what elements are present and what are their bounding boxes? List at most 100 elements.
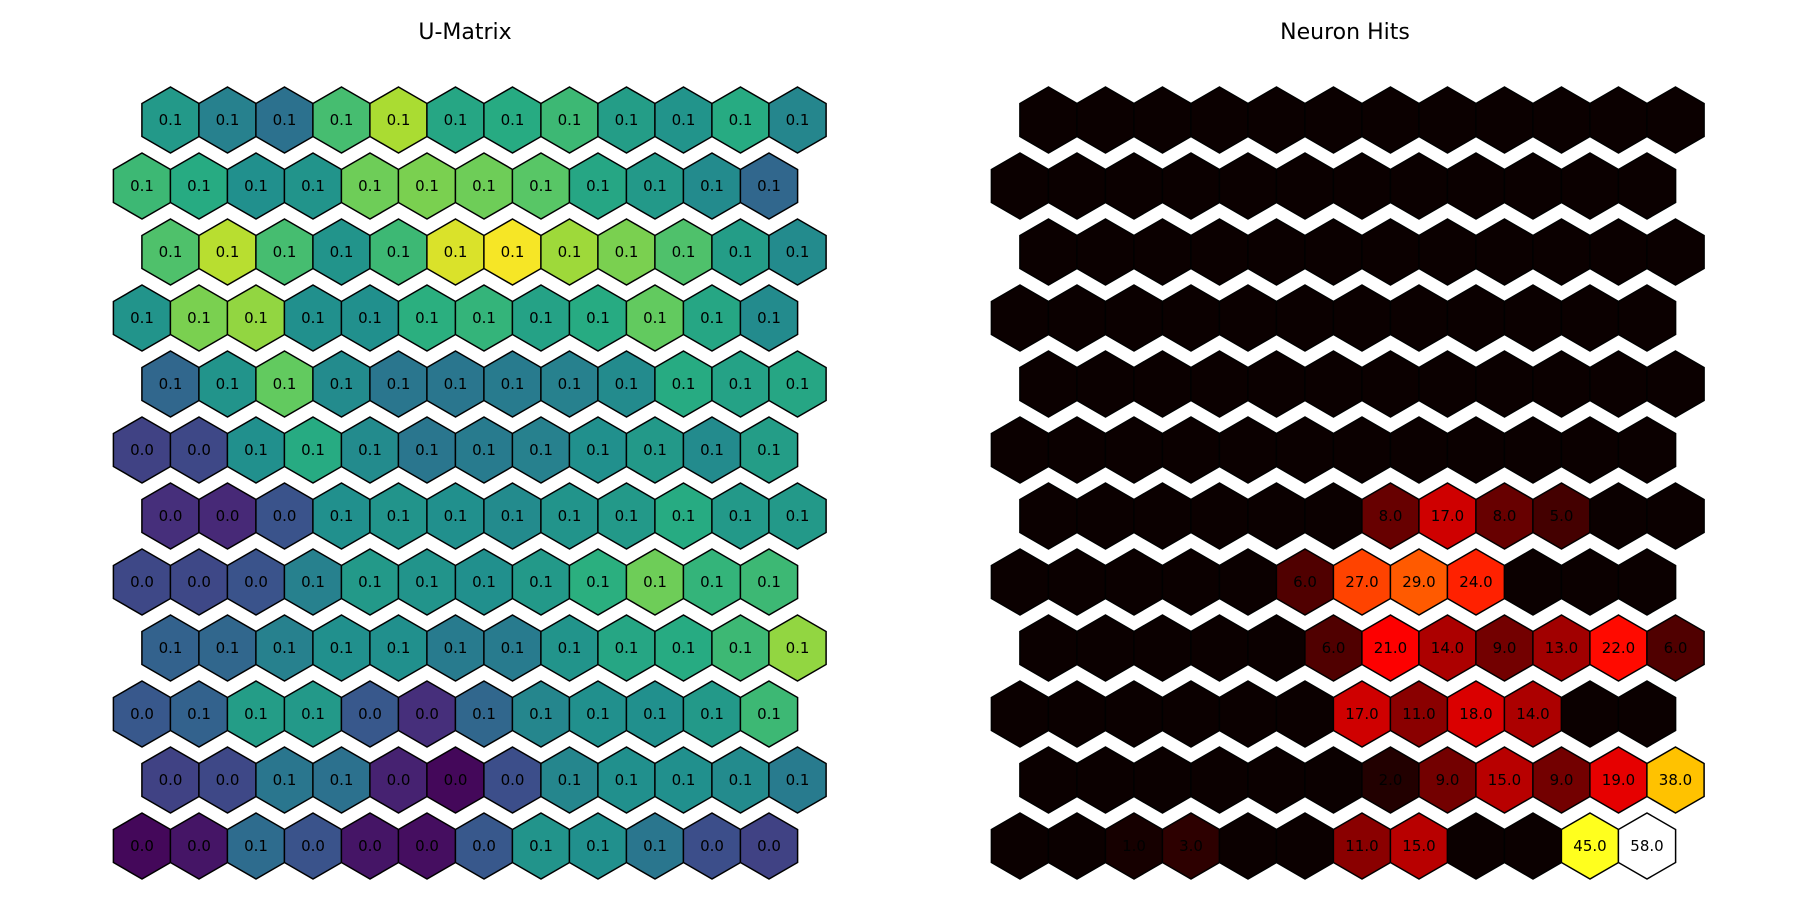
hits-hex bbox=[1361, 350, 1420, 418]
umatrix-cell-r6-c3: 0.1 bbox=[312, 482, 371, 550]
hits-hex bbox=[1133, 218, 1192, 286]
umatrix-cell-r7-c7: 0.1 bbox=[511, 548, 571, 616]
umatrix-value-label: 0.1 bbox=[244, 441, 268, 459]
hits-hex bbox=[1560, 548, 1620, 616]
hits-cell-r4-c5 bbox=[1304, 350, 1363, 418]
umatrix-value-label: 0.0 bbox=[130, 441, 154, 459]
umatrix-value-label: 0.1 bbox=[501, 111, 525, 129]
umatrix-cell-r5-c0: 0.0 bbox=[112, 416, 172, 484]
hits-cell-r0-c9 bbox=[1532, 86, 1591, 154]
hits-hex bbox=[1190, 614, 1249, 682]
hits-cell-r10-c6: 2.0 bbox=[1361, 746, 1420, 814]
umatrix-value-label: 0.1 bbox=[244, 177, 268, 195]
umatrix-cell-r9-c10: 0.1 bbox=[682, 680, 742, 748]
hits-cell-r6-c0 bbox=[1019, 482, 1078, 550]
hits-cell-r3-c2 bbox=[1104, 284, 1164, 352]
hits-cell-r1-c8 bbox=[1446, 152, 1506, 220]
hits-hex bbox=[1247, 614, 1306, 682]
umatrix-value-label: 0.0 bbox=[444, 771, 468, 789]
hits-hex bbox=[1047, 152, 1107, 220]
hits-hex bbox=[1503, 416, 1563, 484]
umatrix-cell-r6-c9: 0.1 bbox=[654, 482, 713, 550]
hits-cell-r6-c3 bbox=[1190, 482, 1249, 550]
hits-hex bbox=[1646, 218, 1705, 286]
hits-cell-r8-c1 bbox=[1076, 614, 1135, 682]
umatrix-value-label: 0.1 bbox=[529, 837, 553, 855]
umatrix-cell-r9-c9: 0.1 bbox=[625, 680, 685, 748]
umatrix-value-label: 0.1 bbox=[729, 771, 753, 789]
umatrix-value-label: 0.1 bbox=[387, 507, 411, 525]
hits-hex bbox=[1190, 746, 1249, 814]
umatrix-value-label: 0.1 bbox=[159, 639, 183, 657]
hits-hex bbox=[1646, 614, 1705, 682]
umatrix-cell-r6-c11: 0.1 bbox=[768, 482, 827, 550]
umatrix-cell-r8-c7: 0.1 bbox=[540, 614, 599, 682]
umatrix-cell-r7-c3: 0.1 bbox=[283, 548, 343, 616]
hits-value-label: 24.0 bbox=[1459, 573, 1492, 591]
hits-hex bbox=[1532, 350, 1591, 418]
umatrix-value-label: 0.1 bbox=[586, 441, 610, 459]
hits-hex bbox=[1304, 350, 1363, 418]
umatrix-cell-r0-c7: 0.1 bbox=[540, 86, 599, 154]
umatrix-value-label: 0.0 bbox=[415, 837, 439, 855]
umatrix-value-label: 0.0 bbox=[244, 573, 268, 591]
hits-value-label: 9.0 bbox=[1493, 639, 1517, 657]
umatrix-value-label: 0.1 bbox=[273, 375, 297, 393]
hits-hex bbox=[1617, 416, 1677, 484]
hits-cell-r8-c7: 14.0 bbox=[1418, 614, 1477, 682]
umatrix-cell-r6-c8: 0.1 bbox=[597, 482, 656, 550]
umatrix-hex bbox=[768, 350, 827, 418]
hits-cell-r8-c10: 22.0 bbox=[1589, 614, 1648, 682]
hits-cell-r0-c3 bbox=[1190, 86, 1249, 154]
hits-cell-r2-c5 bbox=[1304, 218, 1363, 286]
umatrix-value-label: 0.1 bbox=[244, 309, 268, 327]
umatrix-cell-r8-c9: 0.1 bbox=[654, 614, 713, 682]
neuron-hits-title: Neuron Hits bbox=[1280, 20, 1410, 45]
umatrix-value-label: 0.1 bbox=[159, 243, 183, 261]
umatrix-value-label: 0.1 bbox=[330, 111, 354, 129]
umatrix-cell-r8-c0: 0.1 bbox=[141, 614, 200, 682]
umatrix-value-label: 0.1 bbox=[444, 639, 468, 657]
hits-cell-r9-c0 bbox=[990, 680, 1050, 748]
umatrix-cell-r8-c8: 0.1 bbox=[597, 614, 656, 682]
umatrix-value-label: 0.1 bbox=[216, 375, 240, 393]
umatrix-cell-r1-c8: 0.1 bbox=[568, 152, 628, 220]
umatrix-cell-r8-c5: 0.1 bbox=[426, 614, 485, 682]
umatrix-cell-r7-c6: 0.1 bbox=[454, 548, 514, 616]
umatrix-value-label: 0.1 bbox=[529, 705, 553, 723]
hits-hex bbox=[1190, 86, 1249, 154]
hits-cell-r1-c1 bbox=[1047, 152, 1107, 220]
hits-cell-r0-c4 bbox=[1247, 86, 1306, 154]
umatrix-value-label: 0.1 bbox=[273, 639, 297, 657]
umatrix-cell-r3-c0: 0.1 bbox=[112, 284, 172, 352]
hits-cell-r5-c6 bbox=[1332, 416, 1392, 484]
hits-cell-r6-c4 bbox=[1247, 482, 1306, 550]
hits-hex bbox=[1617, 284, 1677, 352]
hits-hex bbox=[1161, 284, 1221, 352]
hits-cell-r2-c3 bbox=[1190, 218, 1249, 286]
hits-cell-r5-c4 bbox=[1218, 416, 1278, 484]
umatrix-value-label: 0.1 bbox=[672, 375, 696, 393]
umatrix-cell-r6-c0: 0.0 bbox=[141, 482, 200, 550]
umatrix-cell-r10-c3: 0.1 bbox=[312, 746, 371, 814]
hits-cell-r1-c11 bbox=[1617, 152, 1677, 220]
umatrix-value-label: 0.1 bbox=[643, 837, 667, 855]
umatrix-cell-r3-c3: 0.1 bbox=[283, 284, 343, 352]
umatrix-value-label: 0.1 bbox=[529, 177, 553, 195]
hits-hex bbox=[1133, 614, 1192, 682]
umatrix-value-label: 0.1 bbox=[330, 771, 354, 789]
umatrix-cell-r1-c9: 0.1 bbox=[625, 152, 685, 220]
umatrix-cell-r0-c11: 0.1 bbox=[768, 86, 827, 154]
umatrix-cell-r8-c3: 0.1 bbox=[312, 614, 371, 682]
hits-cell-r0-c5 bbox=[1304, 86, 1363, 154]
umatrix-cell-r2-c9: 0.1 bbox=[654, 218, 713, 286]
umatrix-value-label: 0.0 bbox=[472, 837, 496, 855]
umatrix-cell-r0-c5: 0.1 bbox=[426, 86, 485, 154]
umatrix-cell-r1-c6: 0.1 bbox=[454, 152, 514, 220]
hits-value-label: 13.0 bbox=[1545, 639, 1578, 657]
hits-cell-r5-c2 bbox=[1104, 416, 1164, 484]
hits-hex bbox=[1389, 152, 1449, 220]
umatrix-cell-r7-c5: 0.1 bbox=[397, 548, 457, 616]
hits-cell-r3-c9 bbox=[1503, 284, 1563, 352]
umatrix-value-label: 0.1 bbox=[330, 375, 354, 393]
